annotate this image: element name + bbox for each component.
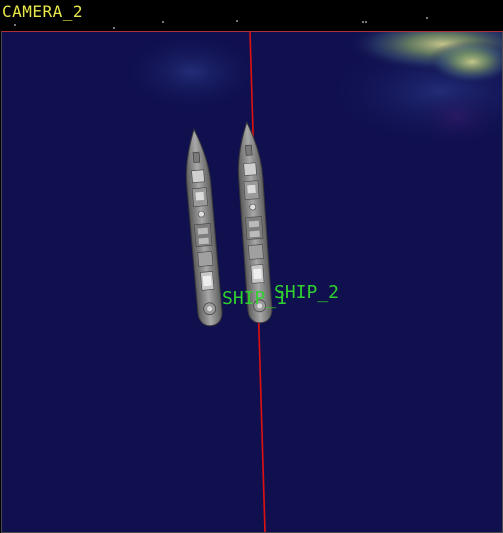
horizon-star [113,27,115,29]
horizon-star [365,21,367,23]
scene-svg [2,32,502,532]
ship-1-label: SHIP_1 [222,288,288,309]
horizon-star [362,21,364,23]
coastline-terrain [122,32,502,147]
camera-label: CAMERA_2 [2,2,84,21]
horizon-star [14,24,16,26]
ship-2[interactable] [235,120,273,324]
camera-viewport[interactable]: SHIP_1 SHIP_2 [1,31,503,533]
horizon-star [426,17,428,19]
title-bar: CAMERA_2 [0,0,503,31]
ship-2-label: SHIP_2 [274,282,340,303]
horizon-star [162,21,164,23]
horizon-star [236,20,238,22]
ship-1[interactable] [182,128,223,327]
